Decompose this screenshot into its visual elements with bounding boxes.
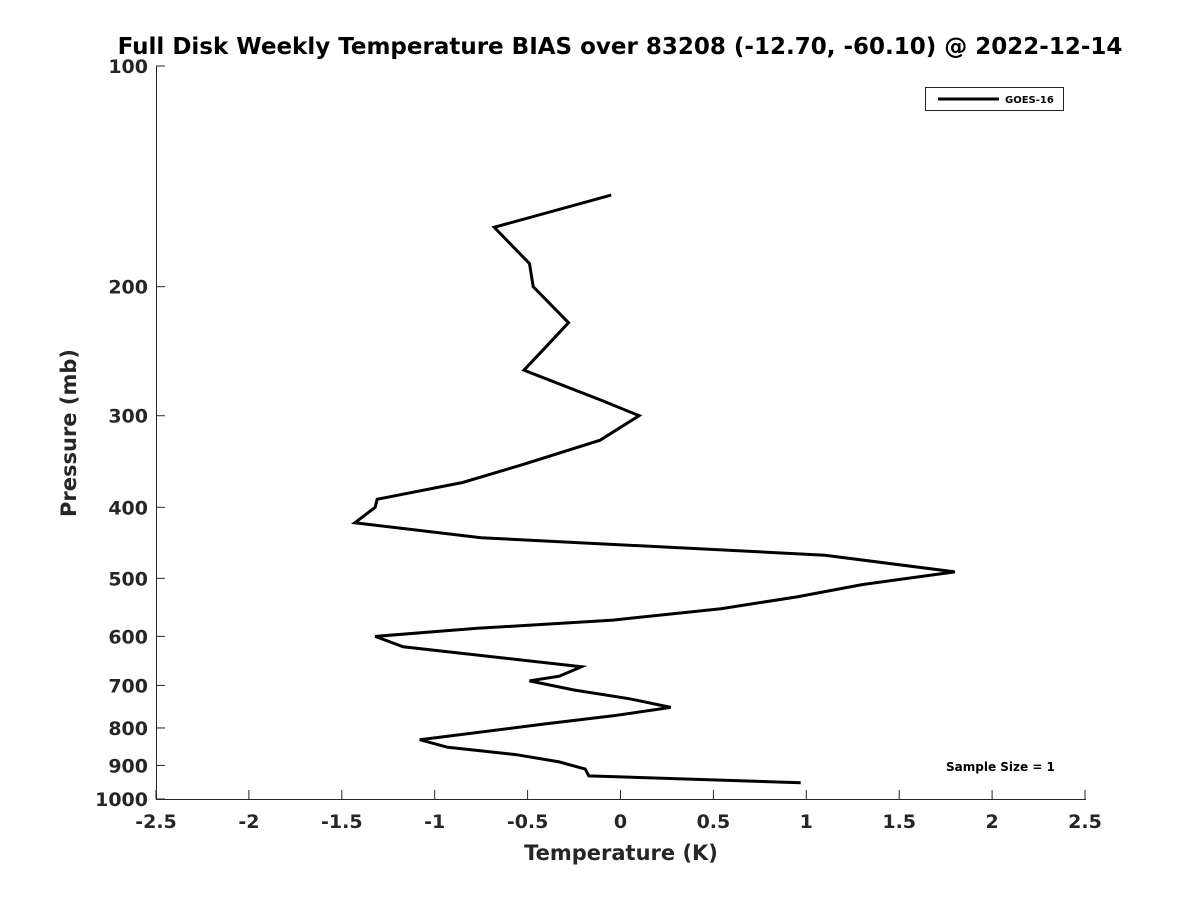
y-axis-label: Pressure (mb) (57, 349, 81, 517)
plot-axes (156, 66, 1086, 800)
x-tick-label: -1.5 (321, 811, 363, 833)
legend-label-goes-16: GOES-16 (1005, 95, 1054, 106)
y-tick-label: 300 (108, 406, 148, 428)
y-ticks: 100 200 300 400 500 600 700 800 900 1000 (95, 56, 165, 811)
series-layer (350, 193, 956, 785)
x-tick-label: -1 (424, 811, 445, 833)
series-line-goes-16 (350, 193, 956, 785)
sample-size-annotation: Sample Size = 1 (946, 760, 1055, 774)
legend: GOES-16 (925, 87, 1064, 111)
x-tick-label: 1 (800, 811, 813, 833)
y-tick-label: 700 (108, 675, 148, 697)
x-ticks: -2.5 -2 -1.5 -1 -0.5 0 0.5 1 1.5 2 2.5 (135, 790, 1102, 833)
y-tick-label: 1000 (95, 789, 148, 811)
x-tick-label: 2.5 (1068, 811, 1102, 833)
y-tick-label: 400 (108, 497, 148, 519)
x-tick-label: -0.5 (507, 811, 549, 833)
chart-title: Full Disk Weekly Temperature BIAS over 8… (118, 34, 1123, 60)
y-tick-label: 900 (108, 755, 148, 777)
y-tick-label: 500 (108, 568, 148, 590)
y-tick-label: 800 (108, 718, 148, 740)
x-axis-label: Temperature (K) (524, 841, 718, 865)
x-tick-label: 0 (614, 811, 627, 833)
y-tick-label: 600 (108, 626, 148, 648)
x-tick-label: -2 (238, 811, 259, 833)
x-tick-label: 2 (985, 811, 998, 833)
x-tick-label: -2.5 (135, 811, 177, 833)
x-tick-label: 1.5 (882, 811, 916, 833)
x-tick-label: 0.5 (697, 811, 731, 833)
y-tick-label: 200 (108, 277, 148, 299)
y-tick-label: 100 (108, 56, 148, 78)
